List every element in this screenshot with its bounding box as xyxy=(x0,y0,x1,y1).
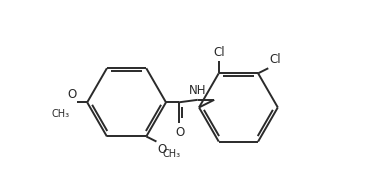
Text: O: O xyxy=(157,143,166,156)
Text: Cl: Cl xyxy=(213,46,224,59)
Text: CH₃: CH₃ xyxy=(163,149,181,159)
Text: CH₃: CH₃ xyxy=(51,109,69,119)
Text: O: O xyxy=(67,88,76,101)
Text: NH: NH xyxy=(189,84,207,97)
Text: O: O xyxy=(175,127,185,140)
Text: Cl: Cl xyxy=(269,53,281,66)
